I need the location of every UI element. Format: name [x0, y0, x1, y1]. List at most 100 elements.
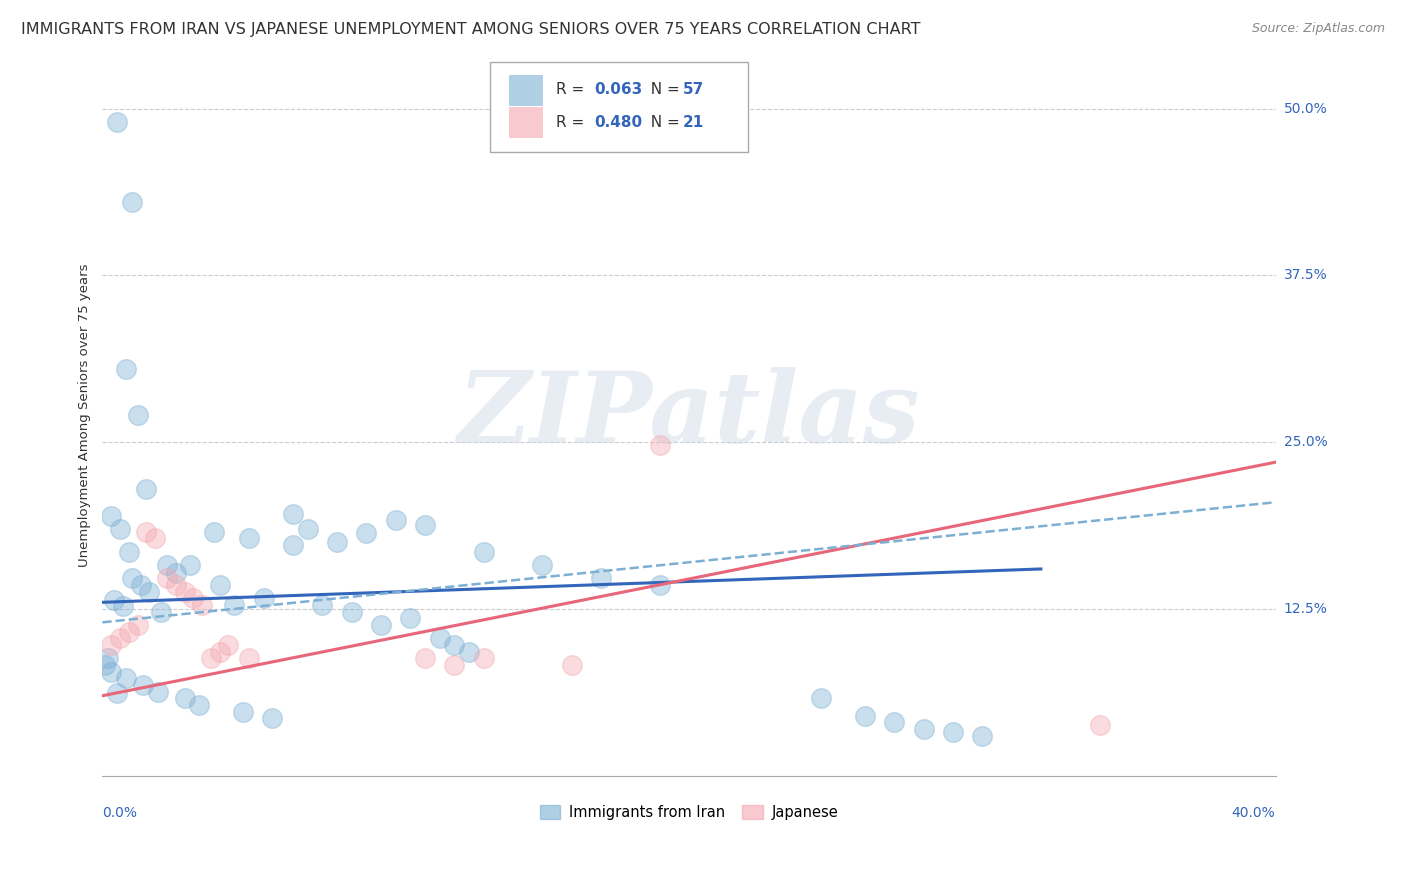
Point — [115, 361, 138, 376]
Point — [156, 571, 179, 585]
Point — [648, 578, 671, 592]
Point — [135, 524, 157, 539]
Point — [429, 632, 451, 646]
Point — [127, 618, 149, 632]
Point — [138, 584, 160, 599]
Point — [443, 638, 465, 652]
Point — [202, 524, 225, 539]
Text: R =: R = — [557, 82, 589, 97]
Point — [103, 592, 125, 607]
Text: 40.0%: 40.0% — [1232, 806, 1275, 821]
Point — [311, 598, 333, 612]
Point — [97, 651, 120, 665]
Point — [326, 535, 349, 549]
Point — [218, 638, 240, 652]
Point — [340, 605, 363, 619]
Point — [413, 517, 436, 532]
Y-axis label: Unemployment Among Seniors over 75 years: Unemployment Among Seniors over 75 years — [79, 264, 91, 567]
Point — [108, 632, 131, 646]
Text: 25.0%: 25.0% — [1284, 435, 1327, 450]
Point — [384, 512, 406, 526]
Point — [108, 522, 131, 536]
Point — [132, 678, 155, 692]
Text: Source: ZipAtlas.com: Source: ZipAtlas.com — [1251, 22, 1385, 36]
Point — [100, 665, 122, 679]
Text: 12.5%: 12.5% — [1284, 602, 1327, 616]
Point — [118, 544, 141, 558]
Point — [458, 645, 481, 659]
Point — [370, 618, 392, 632]
Point — [281, 538, 304, 552]
Point — [648, 438, 671, 452]
Legend: Immigrants from Iran, Japanese: Immigrants from Iran, Japanese — [534, 799, 844, 826]
Text: N =: N = — [641, 82, 685, 97]
Text: IMMIGRANTS FROM IRAN VS JAPANESE UNEMPLOYMENT AMONG SENIORS OVER 75 YEARS CORREL: IMMIGRANTS FROM IRAN VS JAPANESE UNEMPLO… — [21, 22, 921, 37]
Point — [127, 409, 149, 423]
Point — [810, 691, 832, 706]
Text: 57: 57 — [683, 82, 704, 97]
Point — [912, 722, 935, 736]
Point — [173, 584, 195, 599]
Text: 37.5%: 37.5% — [1284, 268, 1327, 283]
Point — [443, 658, 465, 673]
Point — [883, 715, 905, 730]
Point — [1088, 718, 1111, 732]
Point — [188, 698, 211, 712]
Text: 0.0%: 0.0% — [103, 806, 138, 821]
Point — [238, 531, 260, 545]
Point — [472, 651, 495, 665]
Point — [94, 658, 117, 673]
Text: 0.063: 0.063 — [593, 82, 643, 97]
Text: R =: R = — [557, 115, 589, 129]
Point — [972, 729, 994, 743]
Point — [281, 508, 304, 522]
Point — [118, 624, 141, 639]
Point — [853, 708, 876, 723]
Point — [181, 591, 204, 606]
FancyBboxPatch shape — [509, 75, 543, 105]
Point — [589, 571, 612, 585]
Point — [165, 566, 187, 580]
Point — [232, 705, 254, 719]
Point — [165, 578, 187, 592]
Text: 21: 21 — [683, 115, 704, 129]
Point — [191, 598, 214, 612]
Point — [200, 651, 222, 665]
Point — [297, 522, 319, 536]
Point — [121, 571, 143, 585]
Point — [100, 508, 122, 523]
Point — [111, 599, 134, 614]
Point — [179, 558, 201, 572]
Text: 50.0%: 50.0% — [1284, 102, 1327, 116]
Point — [146, 684, 169, 698]
Point — [224, 598, 246, 612]
Text: N =: N = — [641, 115, 685, 129]
Point — [208, 645, 231, 659]
Point — [173, 691, 195, 706]
Point — [143, 531, 166, 545]
FancyBboxPatch shape — [509, 107, 543, 137]
Point — [399, 611, 422, 625]
Point — [472, 544, 495, 558]
Point — [561, 658, 583, 673]
Point — [413, 651, 436, 665]
Point — [115, 672, 138, 686]
Point — [531, 558, 554, 572]
Point — [208, 578, 231, 592]
Point — [121, 194, 143, 209]
FancyBboxPatch shape — [489, 62, 748, 153]
Point — [105, 686, 128, 700]
Point — [942, 724, 965, 739]
Point — [253, 591, 276, 606]
Point — [129, 578, 152, 592]
Point — [105, 115, 128, 129]
Point — [100, 638, 122, 652]
Point — [262, 711, 284, 725]
Text: ZIPatlas: ZIPatlas — [458, 368, 920, 464]
Point — [156, 558, 179, 572]
Point — [356, 525, 378, 540]
Point — [135, 482, 157, 496]
Point — [150, 605, 173, 619]
Point — [238, 651, 260, 665]
Text: 0.480: 0.480 — [593, 115, 643, 129]
